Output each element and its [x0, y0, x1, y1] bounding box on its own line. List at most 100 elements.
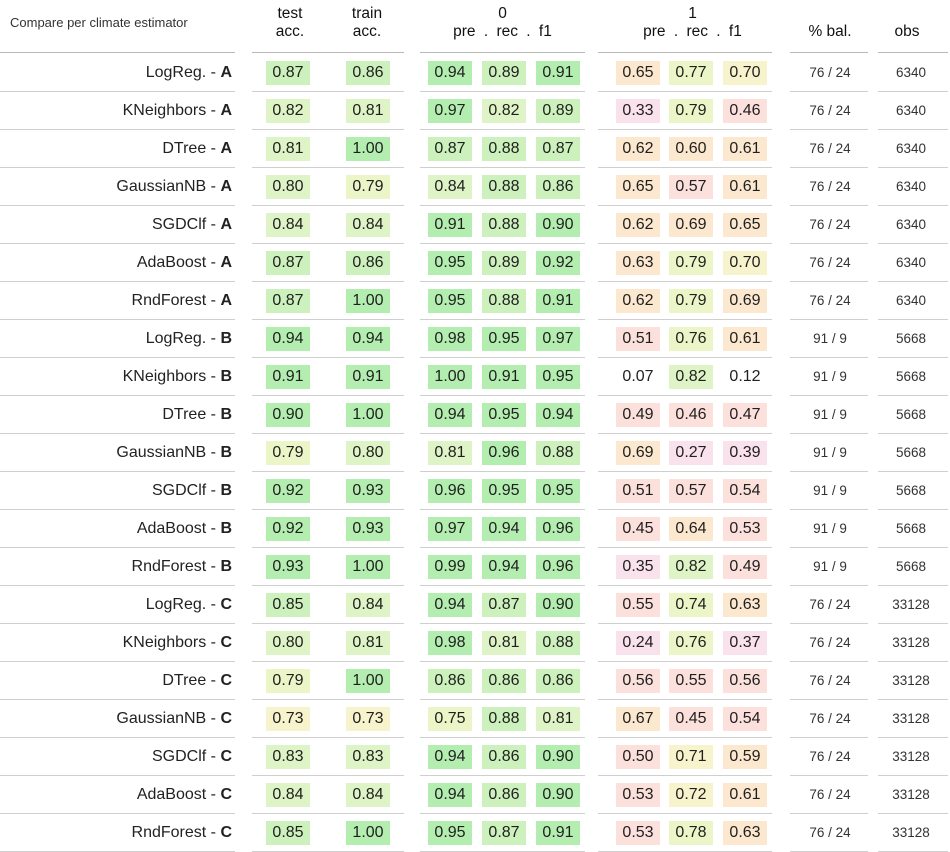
table-row: LogReg. - B 0.94 0.94 0.98 0.95 0.97 0.51 0.76 0… — [0, 320, 950, 358]
divider-segment — [252, 167, 404, 168]
class0-f1-cell: 0.89 — [536, 99, 580, 123]
climate-group: B — [220, 330, 232, 347]
obs-cell: 33128 — [892, 787, 930, 802]
balance-cell: 76 / 24 — [809, 103, 851, 118]
label-separator: - — [206, 596, 221, 613]
header-train-acc: train acc. — [336, 5, 398, 41]
label-separator: - — [206, 254, 221, 271]
class1-f1-cell: 0.54 — [723, 707, 767, 731]
obs-cell: 33128 — [892, 825, 930, 840]
train-acc-cell: 1.00 — [346, 137, 390, 161]
row-label: KNeighbors - C — [0, 624, 232, 662]
train-acc-cell: 0.86 — [346, 251, 390, 275]
header-class-1: 1 pre . rec . f1 — [610, 5, 775, 41]
divider-segment — [0, 91, 235, 92]
header-class-0: 0 pre . rec . f1 — [420, 5, 585, 41]
divider-segment — [0, 433, 235, 434]
label-separator: - — [206, 406, 221, 423]
header-class-0-label: 0 — [498, 5, 507, 22]
divider-segment — [420, 129, 585, 130]
divider-segment — [420, 91, 585, 92]
obs-cell: 33128 — [892, 635, 930, 650]
obs-cell: 6340 — [895, 103, 927, 118]
label-separator: - — [206, 178, 221, 195]
climate-group: B — [220, 482, 232, 499]
table-row: SGDClf - A 0.84 0.84 0.91 0.88 0.90 0.62 0.69 0.… — [0, 206, 950, 244]
class0-pre-cell: 1.00 — [428, 365, 472, 389]
class0-pre-cell: 0.97 — [428, 99, 472, 123]
divider-segment — [598, 471, 772, 472]
obs-cell: 5668 — [895, 483, 927, 498]
class1-rec-cell: 0.79 — [669, 99, 713, 123]
class1-f1-cell: 0.70 — [723, 251, 767, 275]
class1-rec-cell: 0.76 — [669, 631, 713, 655]
label-separator: - — [206, 292, 221, 309]
divider-segment — [252, 281, 404, 282]
row-label: SGDClf - A — [0, 206, 232, 244]
divider-segment — [252, 547, 404, 548]
climate-group: A — [220, 292, 232, 309]
class0-pre-cell: 0.98 — [428, 631, 472, 655]
train-acc-cell: 0.79 — [346, 175, 390, 199]
balance-cell: 76 / 24 — [809, 711, 851, 726]
climate-group: B — [220, 520, 232, 537]
model-name: KNeighbors — [122, 634, 207, 651]
divider-segment — [878, 547, 948, 548]
class0-f1-cell: 0.91 — [536, 821, 580, 845]
header-test-line2: acc. — [275, 23, 305, 40]
divider-segment — [790, 91, 868, 92]
label-separator: - — [206, 64, 221, 81]
obs-cell: 33128 — [892, 673, 930, 688]
divider-segment — [0, 167, 235, 168]
balance-cell: 76 / 24 — [809, 255, 851, 270]
class0-f1-cell: 0.90 — [536, 783, 580, 807]
divider-segment — [790, 357, 868, 358]
class1-f1-cell: 0.63 — [723, 593, 767, 617]
divider-segment — [598, 661, 772, 662]
class1-pre-cell: 0.51 — [616, 479, 660, 503]
balance-cell: 76 / 24 — [809, 217, 851, 232]
header-rule-acc — [252, 52, 404, 53]
class1-rec-cell: 0.71 — [669, 745, 713, 769]
class0-rec-cell: 0.88 — [482, 137, 526, 161]
divider-segment — [420, 813, 585, 814]
class1-pre-cell: 0.67 — [616, 707, 660, 731]
class0-f1-cell: 0.91 — [536, 61, 580, 85]
class0-f1-cell: 0.92 — [536, 251, 580, 275]
table-row: KNeighbors - B 0.91 0.91 1.00 0.91 0.95 0.07 0.… — [0, 358, 950, 396]
divider-segment — [0, 623, 235, 624]
class1-rec-cell: 0.60 — [669, 137, 713, 161]
obs-cell: 6340 — [895, 217, 927, 232]
divider-segment — [790, 509, 868, 510]
divider-segment — [790, 813, 868, 814]
divider-segment — [0, 737, 235, 738]
class0-rec-cell: 0.95 — [482, 403, 526, 427]
class0-f1-cell: 0.95 — [536, 365, 580, 389]
class1-pre-cell: 0.55 — [616, 593, 660, 617]
divider-segment — [790, 547, 868, 548]
model-name: LogReg. — [145, 64, 207, 81]
divider-segment — [878, 623, 948, 624]
table-row: RndForest - B 0.93 1.00 0.99 0.94 0.96 0.35 0.8… — [0, 548, 950, 586]
divider-segment — [790, 129, 868, 130]
class1-f1-cell: 0.54 — [723, 479, 767, 503]
table-row: SGDClf - C 0.83 0.83 0.94 0.86 0.90 0.50 0.71 0.… — [0, 738, 950, 776]
divider-segment — [420, 471, 585, 472]
row-label: LogReg. - B — [0, 320, 232, 358]
model-name: GaussianNB — [116, 710, 207, 727]
divider-segment — [252, 357, 404, 358]
divider-segment — [598, 509, 772, 510]
class1-pre-cell: 0.35 — [616, 555, 660, 579]
header-obs: obs — [894, 23, 920, 40]
class1-rec-cell: 0.72 — [669, 783, 713, 807]
row-label: SGDClf - C — [0, 738, 232, 776]
class1-f1-cell: 0.49 — [723, 555, 767, 579]
class0-pre-cell: 0.84 — [428, 175, 472, 199]
test-acc-cell: 0.82 — [266, 99, 310, 123]
test-acc-cell: 0.84 — [266, 213, 310, 237]
class1-f1-cell: 0.37 — [723, 631, 767, 655]
test-acc-cell: 0.87 — [266, 61, 310, 85]
divider-segment — [878, 471, 948, 472]
obs-cell: 6340 — [895, 293, 927, 308]
climate-group: B — [220, 444, 232, 461]
